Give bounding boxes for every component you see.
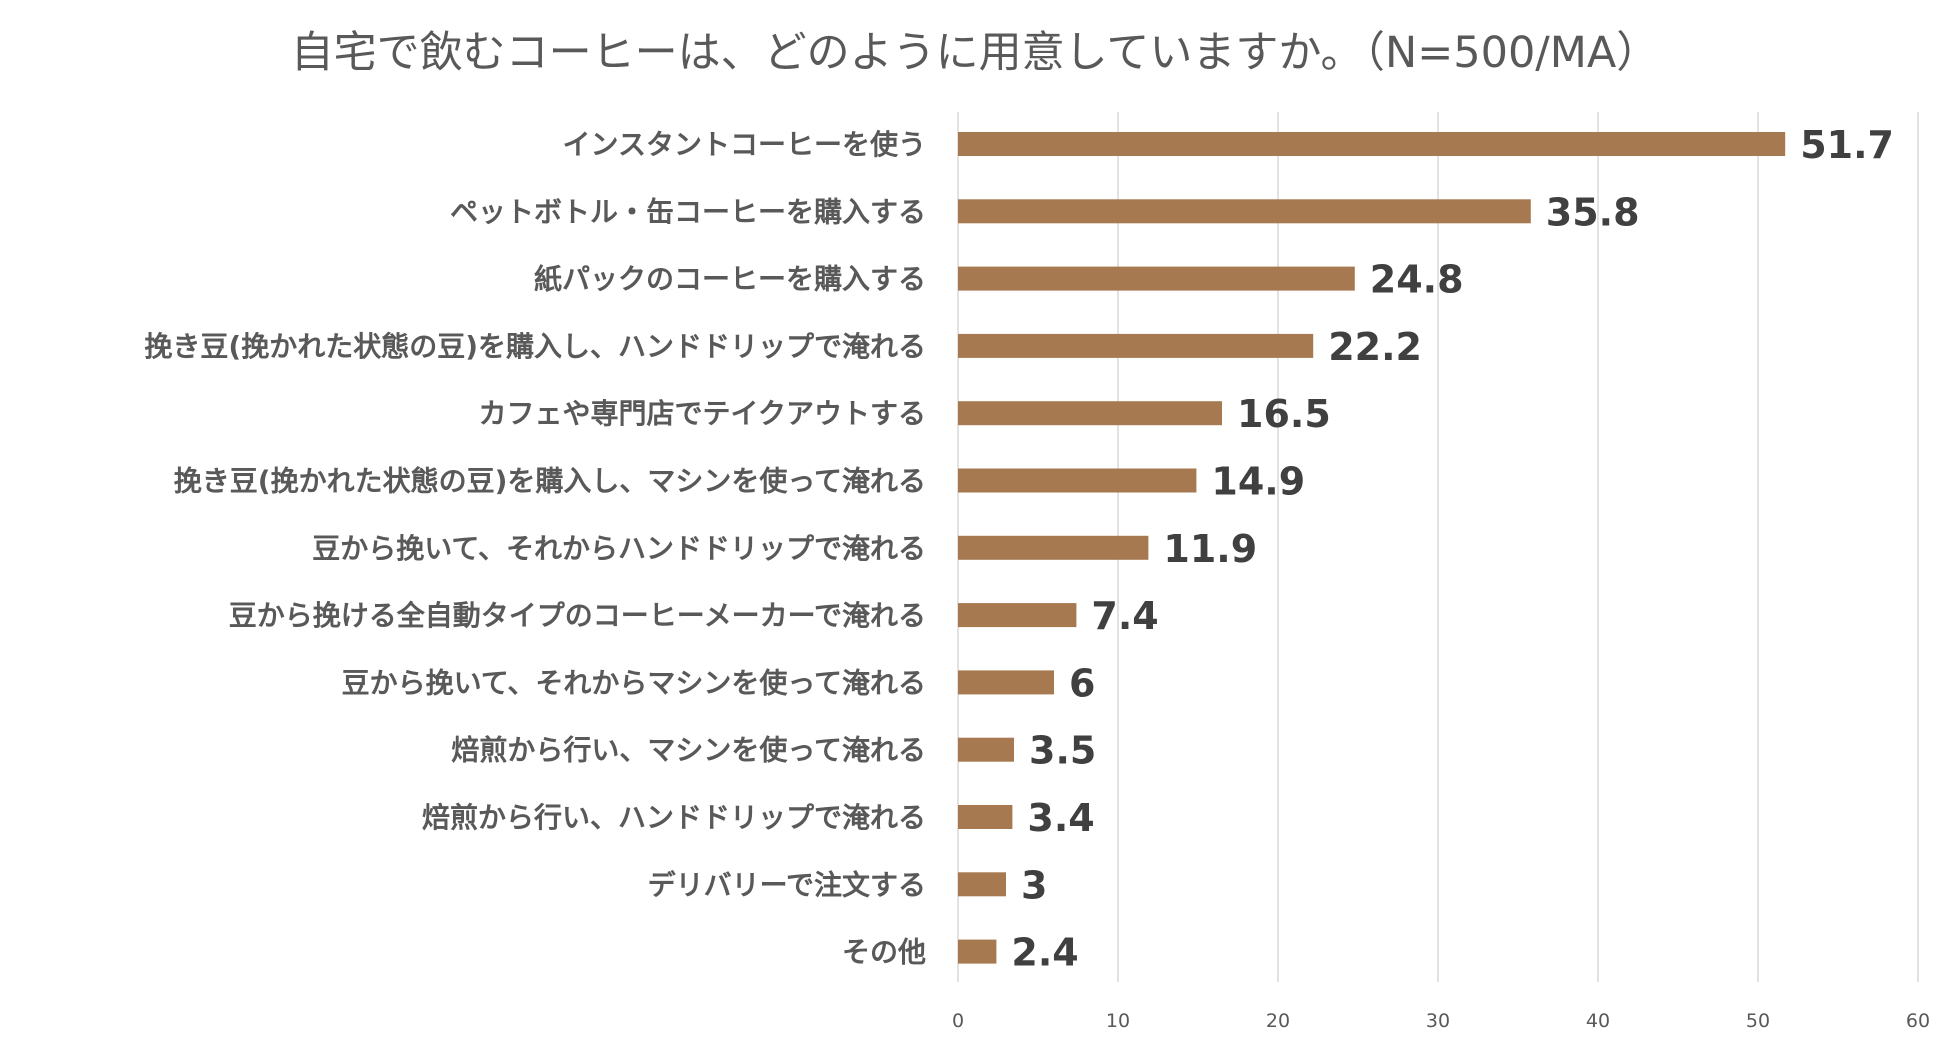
category-label: 豆から挽いて、それからマシンを使って淹れる [342, 666, 926, 699]
bar [958, 872, 1006, 897]
category-label: デリバリーで注文する [648, 868, 926, 901]
bar [958, 266, 1355, 291]
value-label: 51.7 [1800, 123, 1894, 167]
value-label: 3.5 [1029, 729, 1096, 773]
category-labels: インスタントコーヒーを使うペットボトル・缶コーヒーを購入する紙パックのコーヒーを… [144, 128, 926, 969]
value-label: 7.4 [1091, 594, 1158, 638]
bar [958, 939, 997, 964]
bar [958, 670, 1054, 695]
value-label: 16.5 [1237, 392, 1331, 436]
value-label: 22.2 [1328, 325, 1422, 369]
category-label: 豆から挽ける全自動タイプのコーヒーメーカーで淹れる [229, 599, 926, 632]
category-label: カフェや専門店でテイクアウトする [479, 397, 926, 430]
value-label: 6 [1069, 661, 1095, 705]
category-label: 挽き豆(挽かれた状態の豆)を購入し、ハンドドリップで淹れる [144, 330, 926, 363]
x-tick-label: 50 [1746, 1010, 1770, 1032]
chart-title: 自宅で飲むコーヒーは、どのように用意していますか。（N=500/MA） [290, 28, 1660, 78]
x-tick-label: 20 [1266, 1010, 1290, 1032]
bar [958, 603, 1077, 628]
x-tick-label: 10 [1106, 1010, 1130, 1032]
value-label: 3.4 [1027, 796, 1094, 840]
bar [958, 199, 1531, 224]
x-tick-label: 0 [952, 1010, 964, 1032]
category-label: 豆から挽いて、それからハンドドリップで淹れる [312, 532, 926, 565]
value-labels: 51.7 35.8 24.8 22.2 16.5 14.9 11.97.4 6 3.5 3.4 3 2… [1011, 123, 1894, 975]
category-label: 焙煎から行い、ハンドドリップで淹れる [422, 801, 926, 834]
bar [958, 468, 1197, 493]
x-axis-ticks: 0 10 20 30 40 50 60 [952, 1010, 1930, 1032]
bar [958, 737, 1014, 762]
category-label: その他 [842, 936, 926, 969]
bars [958, 132, 1786, 964]
bar [958, 805, 1013, 829]
value-label: 11.9 [1163, 527, 1257, 571]
value-label: 35.8 [1546, 190, 1640, 234]
value-label: 3 [1021, 863, 1047, 907]
category-label: ペットボトル・缶コーヒーを購入する [450, 195, 926, 228]
value-label: 2.4 [1011, 931, 1078, 975]
x-tick-label: 40 [1586, 1010, 1610, 1032]
value-label: 14.9 [1211, 460, 1305, 504]
value-label: 24.8 [1370, 258, 1464, 302]
category-label: 紙パックのコーヒーを購入する [534, 263, 926, 296]
x-tick-label: 30 [1426, 1010, 1450, 1032]
bar [958, 535, 1149, 560]
category-label: インスタントコーヒーを使う [563, 128, 926, 161]
x-tick-label: 60 [1906, 1010, 1930, 1032]
bar [958, 333, 1314, 358]
category-label: 焙煎から行い、マシンを使って淹れる [451, 734, 926, 767]
bar [958, 132, 1786, 156]
bar [958, 401, 1222, 426]
category-label: 挽き豆(挽かれた状態の豆)を購入し、マシンを使って淹れる [174, 465, 926, 498]
